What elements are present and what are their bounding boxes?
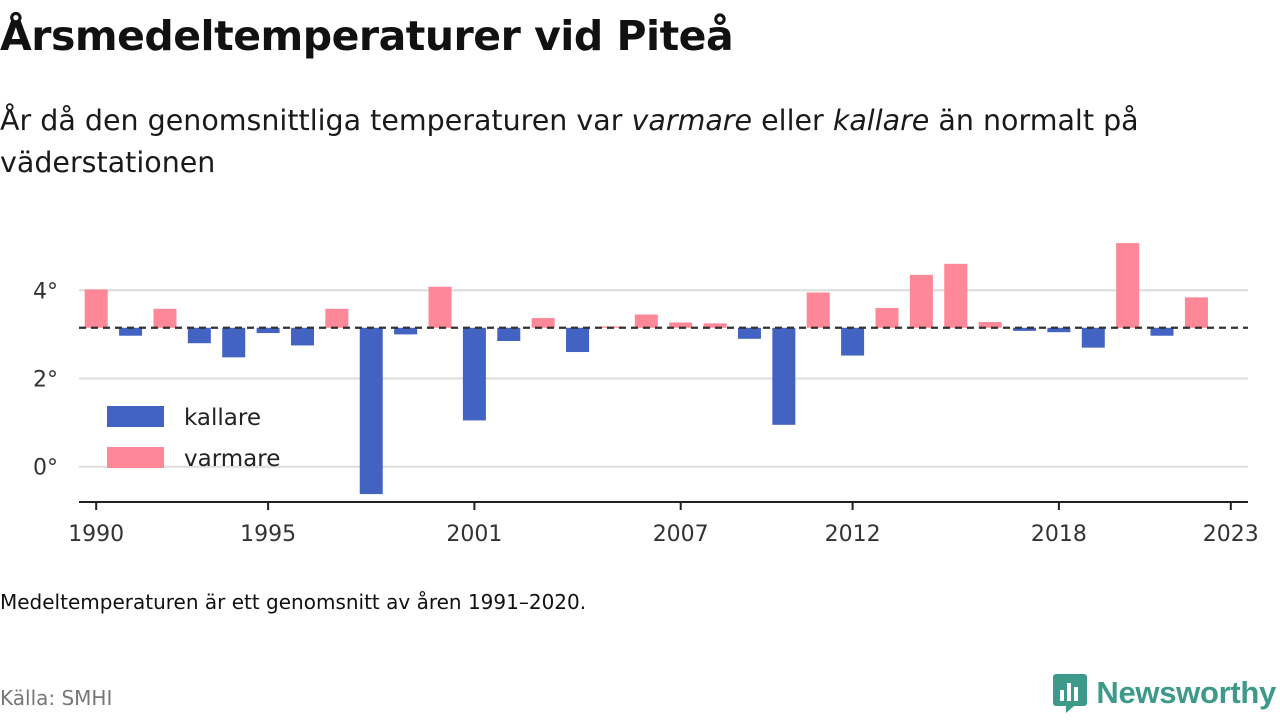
chart-subtitle: År då den genomsnittliga temperaturen va…: [0, 100, 1260, 184]
x-tick-label: 2023: [1203, 522, 1259, 547]
bar-2018: [1047, 327, 1071, 333]
bar-2017: [1013, 327, 1037, 331]
legend: kallare varmare: [107, 405, 280, 472]
bar-2009: [737, 327, 761, 339]
bar-2012: [841, 327, 865, 356]
legend-swatch: [107, 406, 164, 427]
subtitle-colder-word: kallare: [832, 104, 930, 137]
bar-2010: [772, 327, 796, 425]
bar-2020: [1116, 243, 1140, 328]
x-tick-label: 1990: [68, 522, 124, 547]
subtitle-part-1: År då den genomsnittliga temperaturen va…: [0, 104, 632, 137]
bar-1995: [256, 327, 280, 334]
bar-2001: [462, 327, 486, 421]
y-tick-label: 2°: [33, 368, 58, 393]
bar-1991: [119, 327, 143, 336]
brand-name: Newsworthy: [1096, 675, 1276, 710]
source-label: Källa: SMHI: [0, 686, 113, 710]
y-tick-label: 4°: [33, 279, 58, 304]
bar-2019: [1081, 327, 1105, 348]
temperature-bar-chart: 0° 2° 4° 1990 1995 2001 2007 2012 2018 2023 kalla…: [33, 243, 1259, 547]
brand-logo: Newsworthy: [1052, 672, 1276, 714]
axes: 0° 2° 4° 1990 1995 2001 2007 2012 2018 2023: [33, 279, 1259, 547]
bar-2003: [531, 318, 555, 328]
bar-2008: [703, 323, 727, 328]
footnote: Medeltemperaturen är ett genomsnitt av å…: [0, 590, 587, 614]
legend-swatch: [107, 447, 164, 468]
bar-1992: [153, 308, 177, 328]
legend-label: varmare: [184, 446, 280, 472]
subtitle-part-2: eller: [752, 104, 833, 137]
subtitle-part-3: än normalt på väderstationen: [0, 104, 1139, 179]
bar-2016: [978, 322, 1002, 328]
bar-2022: [1184, 297, 1208, 328]
bar-1997: [325, 308, 349, 328]
y-tick-label: 0°: [33, 456, 58, 481]
x-tick-label: 2012: [825, 522, 881, 547]
bar-1998: [359, 327, 383, 495]
bar-2006: [634, 314, 658, 328]
legend-label: kallare: [184, 405, 261, 431]
subtitle-warmer-word: varmare: [631, 104, 753, 137]
bar-2015: [944, 263, 968, 328]
chart-title: Årsmedeltemperaturer vid Piteå: [0, 12, 734, 60]
bar-2000: [428, 286, 452, 328]
bar-1990: [84, 289, 108, 328]
bar-2011: [806, 292, 830, 328]
bar-2013: [875, 307, 899, 328]
x-tick-label: 2018: [1031, 522, 1087, 547]
x-tick-label: 2001: [446, 522, 502, 547]
bar-2002: [497, 327, 521, 342]
bars: [84, 243, 1208, 495]
bar-1993: [187, 327, 211, 344]
bar-2004: [566, 327, 590, 353]
bar-1994: [222, 327, 246, 358]
newsworthy-logo-icon: [1053, 674, 1088, 713]
bar-2021: [1150, 327, 1174, 336]
x-tick-label: 2007: [653, 522, 709, 547]
bar-1999: [394, 327, 418, 335]
bar-2007: [669, 322, 693, 328]
bar-2014: [909, 274, 933, 328]
bar-1996: [290, 327, 314, 346]
grid-lines: [79, 289, 1248, 468]
x-tick-label: 1995: [240, 522, 296, 547]
